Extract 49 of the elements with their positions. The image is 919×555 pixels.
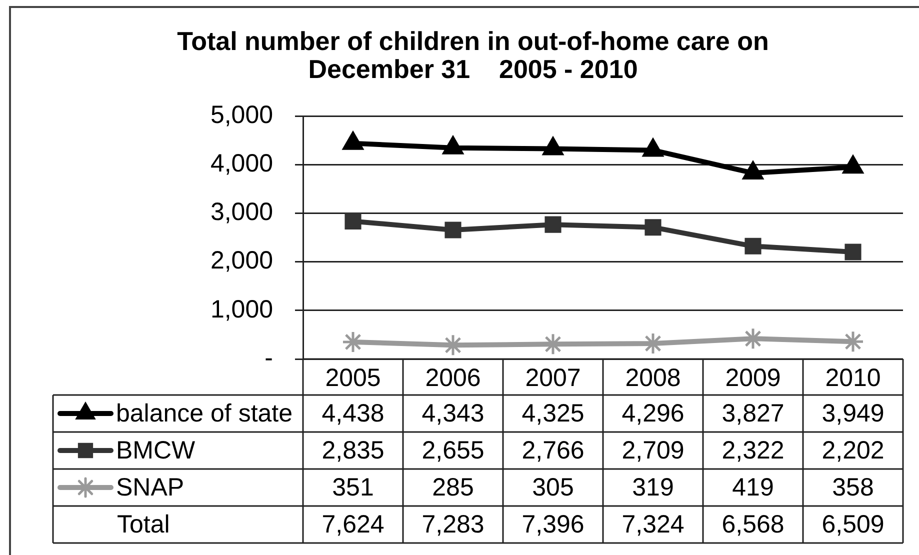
text: 7,624 bbox=[322, 510, 384, 538]
data-label: 3,827 bbox=[722, 399, 784, 428]
x-tick-label: 2008 bbox=[625, 364, 681, 392]
data-label: 319 bbox=[632, 473, 674, 502]
data-label: 305 bbox=[532, 473, 574, 502]
data-label: 2,766 bbox=[522, 436, 584, 464]
chart-title: Total number of children in out-of-home care on December 31 2005 - 2010 bbox=[177, 26, 769, 84]
text: 7,396 bbox=[522, 510, 584, 538]
data-label: 285 bbox=[432, 473, 474, 502]
data-label: 4,438 bbox=[322, 399, 384, 428]
text: Total bbox=[117, 510, 170, 538]
y-tick-label: - bbox=[264, 344, 273, 372]
point bbox=[542, 136, 564, 156]
data-label: 3,949 bbox=[822, 399, 884, 428]
x-tick-label: 2010 bbox=[825, 364, 881, 392]
x-tick-label: 2007 bbox=[525, 364, 581, 392]
data-label: 4,343 bbox=[422, 399, 484, 428]
text: 7,324 bbox=[622, 510, 684, 538]
point bbox=[342, 130, 364, 150]
x-tick-label: 2009 bbox=[725, 364, 781, 392]
data-label: 2,835 bbox=[322, 436, 384, 464]
y-tick-label: 4,000 bbox=[210, 149, 273, 178]
data-label: 358 bbox=[832, 473, 874, 502]
data-label: 2,655 bbox=[422, 436, 484, 464]
data-label: 419 bbox=[732, 473, 774, 502]
data-label: 4,296 bbox=[622, 399, 684, 428]
text: 7,283 bbox=[422, 510, 484, 538]
point bbox=[842, 154, 864, 174]
point bbox=[642, 138, 664, 157]
point bbox=[742, 160, 764, 180]
point bbox=[442, 135, 464, 154]
legend-label: BMCW bbox=[116, 436, 196, 464]
point bbox=[744, 238, 762, 254]
data-label: 2,709 bbox=[622, 436, 684, 464]
data-label: 2,202 bbox=[822, 436, 884, 464]
y-tick-label: 3,000 bbox=[210, 198, 273, 226]
data-label: 4,325 bbox=[522, 399, 584, 428]
x-tick-label: 2005 bbox=[325, 364, 381, 392]
y-tick-label: 5,000 bbox=[210, 100, 273, 129]
text: 6,509 bbox=[822, 510, 884, 538]
data-label: 2,322 bbox=[722, 436, 784, 464]
point bbox=[844, 244, 862, 260]
legend-label: balance of state bbox=[116, 399, 293, 428]
y-tick-label: 2,000 bbox=[210, 246, 273, 275]
legend-label: SNAP bbox=[116, 473, 184, 502]
data-label: 351 bbox=[332, 473, 374, 502]
text: 6,568 bbox=[722, 510, 784, 538]
x-tick-label: 2006 bbox=[425, 364, 481, 392]
y-tick-label: 1,000 bbox=[210, 295, 273, 324]
